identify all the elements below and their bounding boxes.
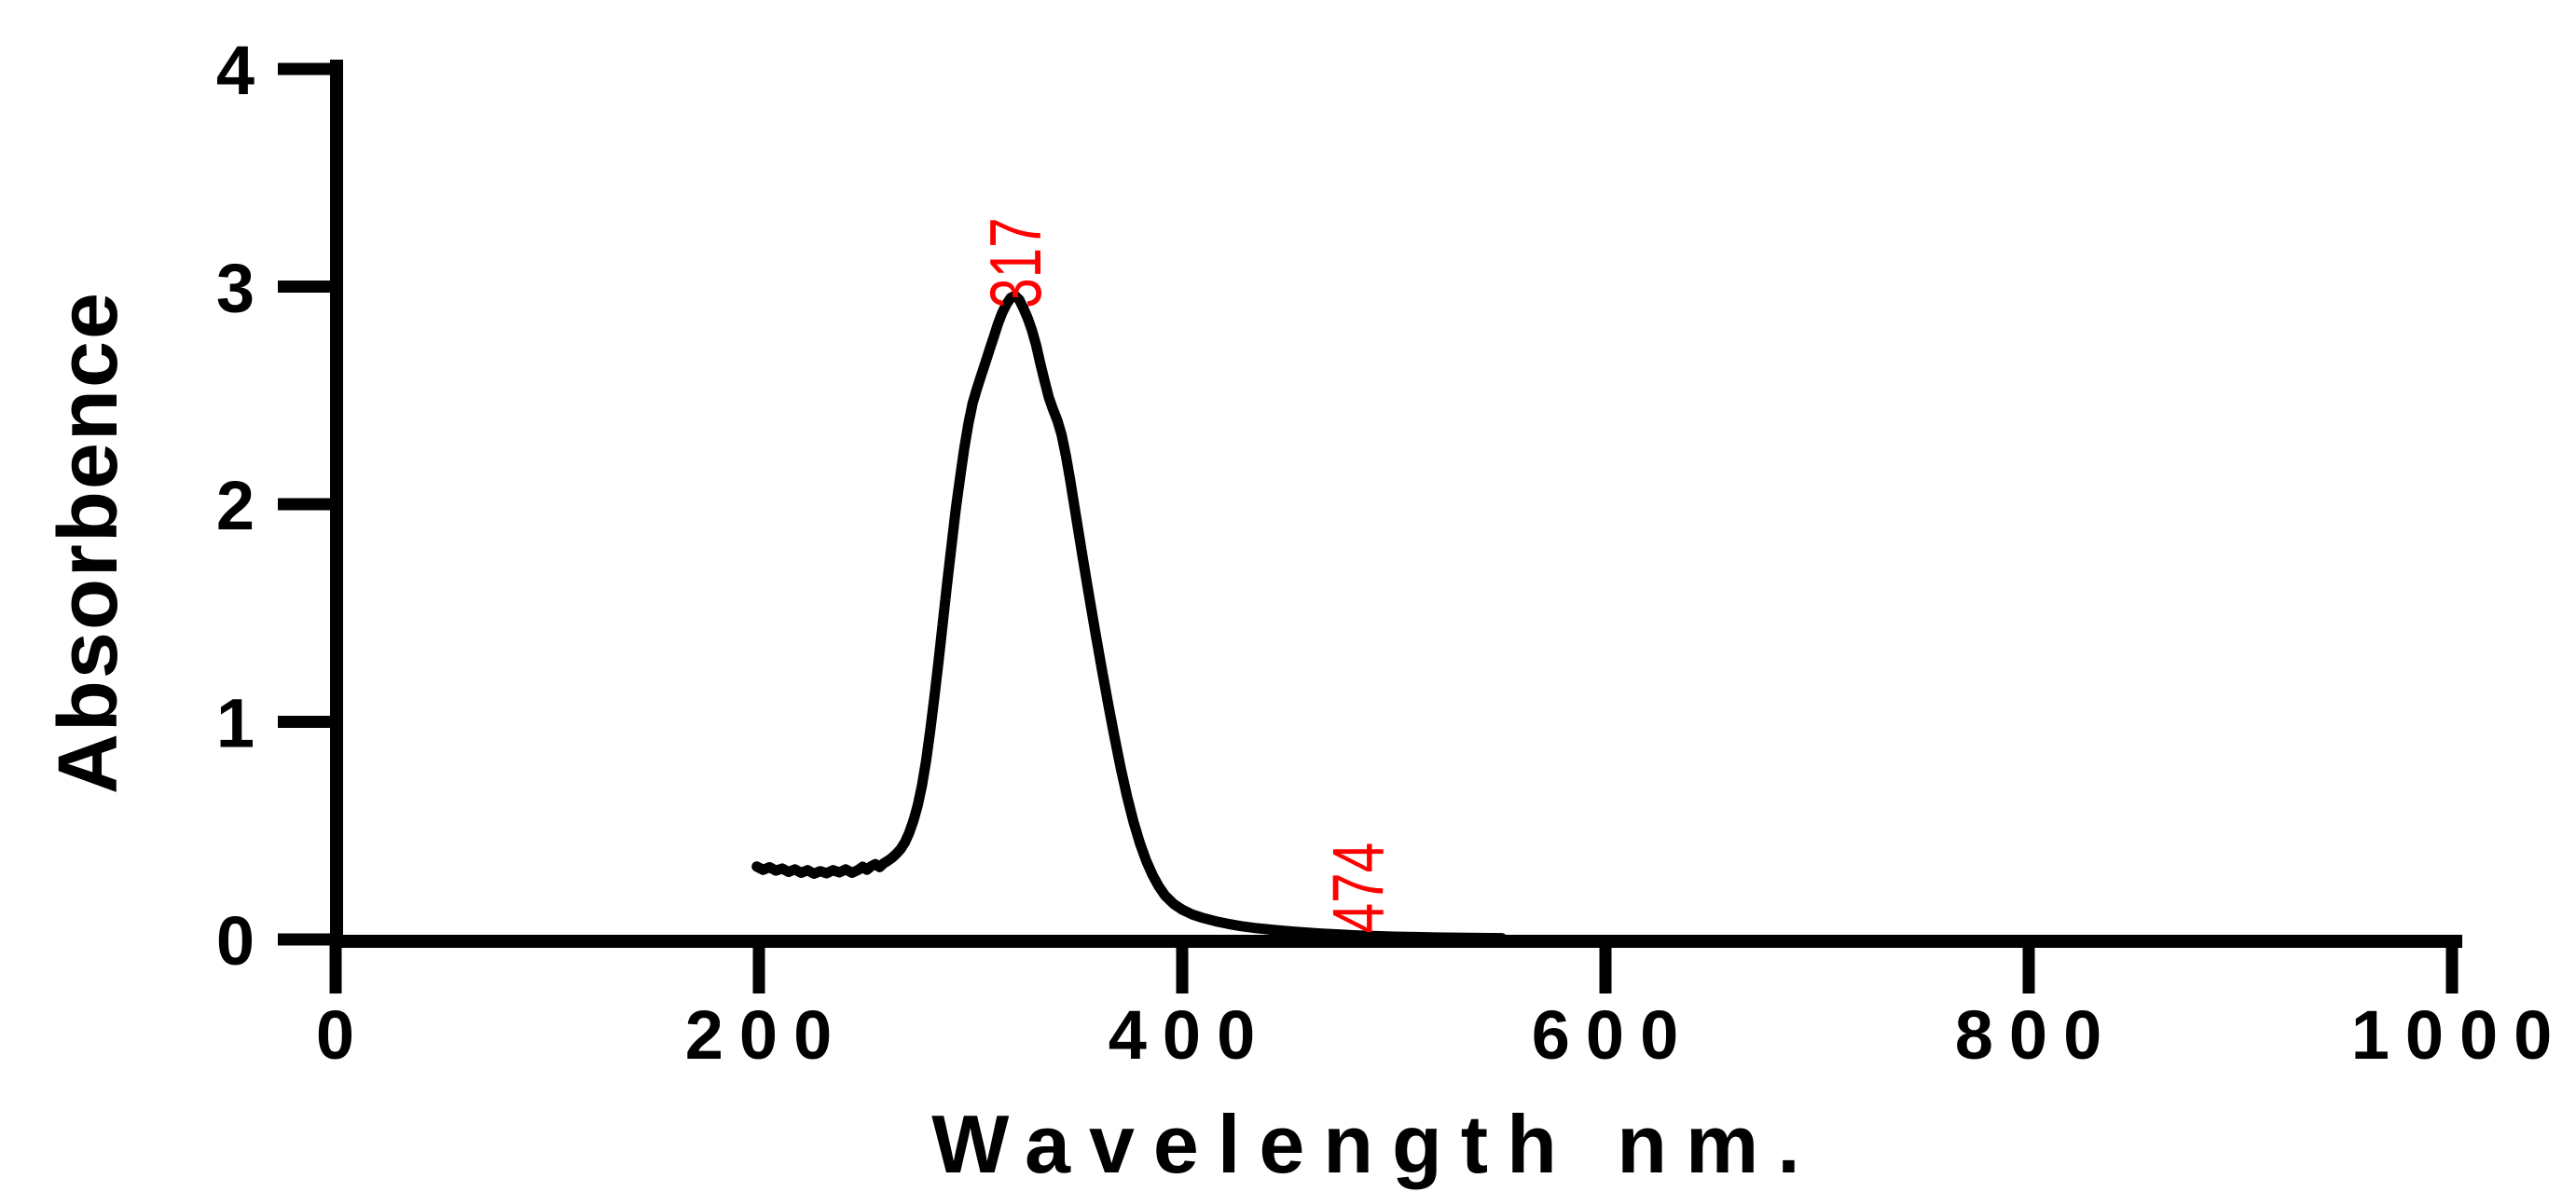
y-axis-title: Absorbence [42, 291, 135, 794]
peak-annotation-317: 317 [975, 217, 1056, 308]
x-tick-label: 400 [1109, 996, 1271, 1074]
x-tick-label: 1000 [2351, 996, 2569, 1074]
x-axis-title: Wavelength nm. [931, 1098, 1818, 1190]
x-tick-label: 0 [316, 996, 370, 1074]
spectrum-curve [751, 290, 1508, 944]
peak-annotation-474: 474 [1318, 843, 1399, 934]
x-tick-label: 800 [1955, 996, 2117, 1074]
y-tick-label: 1 [216, 685, 270, 762]
x-tick-label: 600 [1532, 996, 1694, 1074]
y-tick-label: 4 [216, 32, 270, 109]
axes-group: 0 1 2 3 4 0 200 400 600 800 1000 [216, 32, 2569, 1074]
y-tick-label: 3 [216, 250, 270, 327]
x-tick-label: 200 [685, 996, 847, 1074]
plot-group: 317 474 [751, 217, 1508, 944]
y-tick-label: 0 [216, 902, 270, 980]
y-tick-label: 2 [216, 467, 270, 544]
